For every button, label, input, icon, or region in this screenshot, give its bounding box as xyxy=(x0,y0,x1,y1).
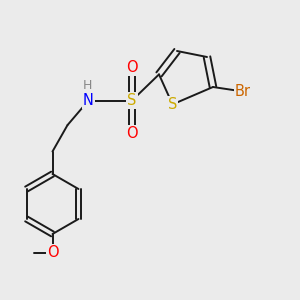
Text: S: S xyxy=(127,93,137,108)
Text: O: O xyxy=(126,126,138,141)
Text: O: O xyxy=(47,245,58,260)
Text: S: S xyxy=(168,97,177,112)
Text: H: H xyxy=(83,79,92,92)
Text: O: O xyxy=(126,60,138,75)
Text: Br: Br xyxy=(235,84,251,99)
Text: N: N xyxy=(83,93,94,108)
